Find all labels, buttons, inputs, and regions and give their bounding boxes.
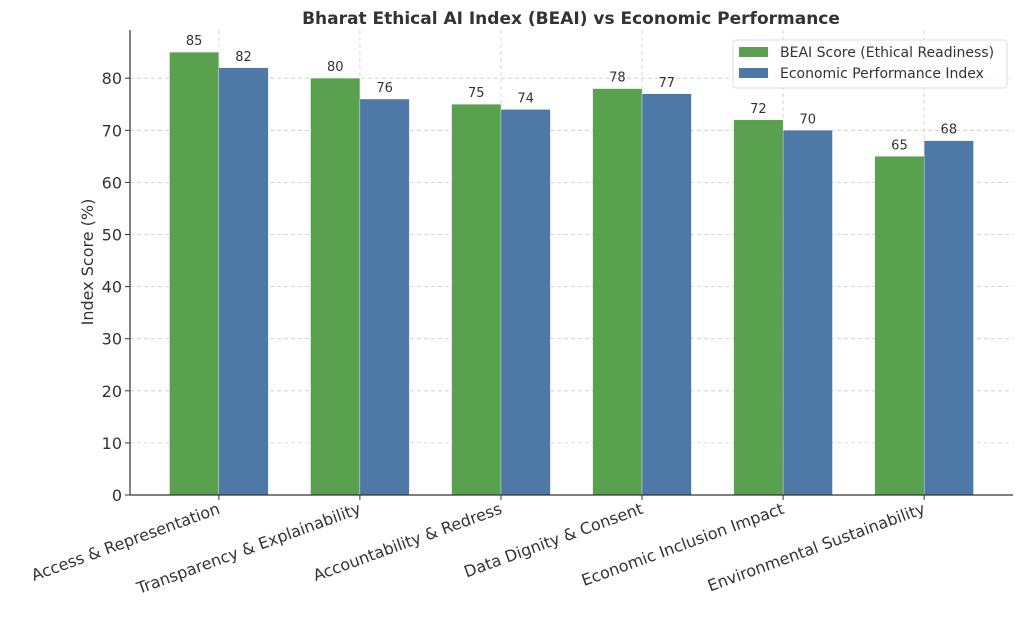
bar-beai [733, 119, 784, 496]
bar-beai [451, 104, 502, 496]
data-label: 78 [609, 71, 626, 86]
y-tick-label: 10 [102, 434, 122, 453]
data-label: 68 [941, 123, 958, 138]
legend: BEAI Score (Ethical Readiness) Economic P… [732, 39, 1008, 89]
legend-swatch [739, 68, 768, 78]
bar-economic [218, 67, 269, 496]
data-label: 70 [799, 112, 816, 127]
legend-label: Economic Performance Index [780, 66, 984, 82]
y-axis-label: Index Score (%) [78, 199, 97, 326]
bar-economic [641, 93, 692, 496]
data-label: 82 [235, 50, 252, 65]
y-tick-label: 60 [102, 173, 122, 192]
y-tick-label: 50 [102, 225, 122, 244]
bar-economic [923, 140, 974, 496]
y-tick-label: 70 [102, 121, 122, 140]
y-tick-label: 80 [102, 69, 122, 88]
bar-beai [592, 88, 643, 496]
legend-box [732, 39, 1008, 89]
bar-economic [359, 98, 410, 496]
bar-economic [500, 109, 551, 496]
data-label: 75 [468, 86, 485, 101]
y-tick-label: 30 [102, 330, 122, 349]
bars [169, 51, 974, 496]
data-label: 74 [517, 91, 534, 106]
data-label: 77 [658, 76, 675, 91]
data-label: 72 [750, 102, 767, 117]
data-label: 65 [891, 138, 908, 153]
legend-label: BEAI Score (Ethical Readiness) [780, 45, 994, 61]
y-tick-label: 20 [102, 382, 122, 401]
data-label: 85 [186, 34, 203, 49]
x-tick-label: Transparency & Explainability [133, 499, 363, 598]
bar-beai [169, 51, 220, 496]
bar-beai [310, 78, 361, 496]
legend-swatch [739, 47, 768, 57]
bar-economic [782, 130, 833, 496]
data-label: 80 [327, 60, 344, 75]
data-labels: 85 80 75 78 72 65 82 76 74 77 70 68 [186, 34, 957, 153]
chart-title: Bharat Ethical AI Index (BEAI) vs Econom… [302, 9, 840, 29]
data-label: 76 [376, 81, 393, 96]
y-tick-label: 0 [112, 486, 122, 505]
bar-beai [874, 156, 925, 496]
y-tick-label: 40 [102, 278, 122, 297]
